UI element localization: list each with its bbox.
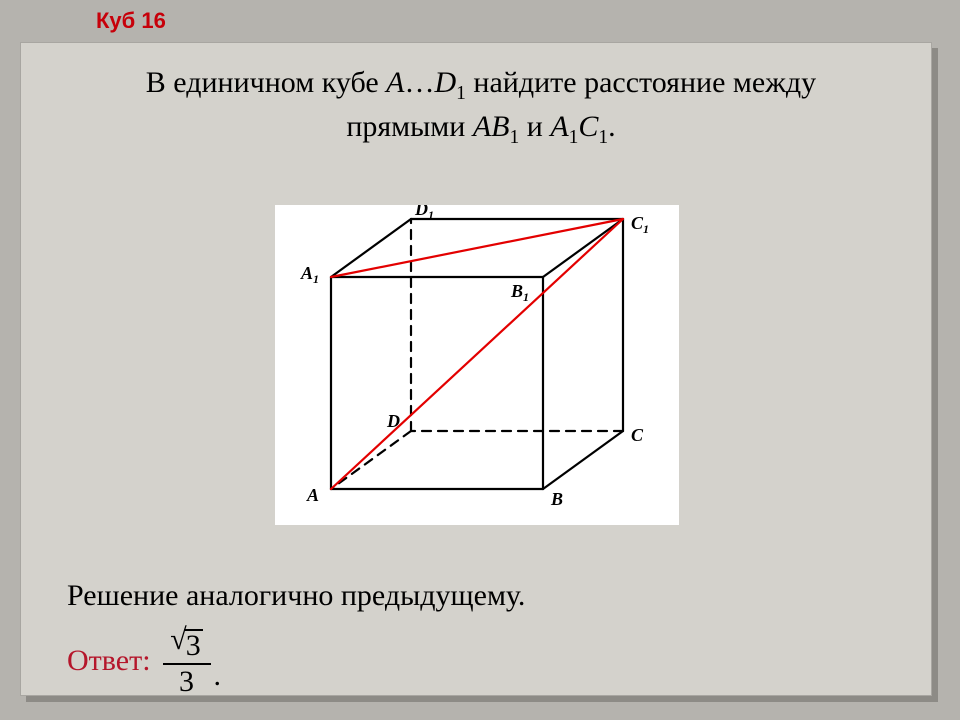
- title-text: Куб 16: [96, 8, 166, 33]
- denominator: 3: [179, 665, 194, 697]
- problem-text: В единичном кубе A…D1 найдите расстояние…: [61, 63, 901, 152]
- t: D: [434, 66, 456, 99]
- t: 1: [456, 83, 466, 104]
- t: найдите расстояние между: [466, 66, 816, 99]
- t: и: [519, 110, 550, 143]
- answer-label: Ответ:: [67, 644, 151, 678]
- svg-text:D: D: [386, 411, 400, 431]
- period: .: [214, 659, 222, 697]
- t: прямыми: [346, 110, 473, 143]
- sqrt-icon: √ 3: [170, 625, 202, 661]
- svg-text:C: C: [631, 425, 644, 445]
- cube-svg: ABCDA1B1C1D1: [275, 205, 679, 525]
- t: В единичном кубе: [146, 66, 386, 99]
- slide-container: В единичном кубе A…D1 найдите расстояние…: [20, 42, 932, 696]
- t: .: [608, 110, 616, 143]
- svg-text:A1: A1: [300, 263, 319, 286]
- radicand: 3: [184, 629, 203, 661]
- t: 1: [569, 127, 579, 148]
- t: C: [578, 110, 598, 143]
- t: 1: [598, 127, 608, 148]
- slide: В единичном кубе A…D1 найдите расстояние…: [20, 42, 932, 696]
- answer-value: √ 3 3 .: [163, 625, 222, 697]
- svg-text:B1: B1: [510, 281, 529, 304]
- answer-row: Ответ: √ 3 3 .: [67, 625, 221, 697]
- solution-text: Решение аналогично предыдущему.: [67, 579, 525, 613]
- t: A: [550, 110, 568, 143]
- cube-diagram: ABCDA1B1C1D1: [275, 205, 679, 525]
- t: 1: [510, 127, 520, 148]
- svg-text:C1: C1: [631, 213, 649, 236]
- t: …: [404, 66, 434, 99]
- slide-title: Куб 16: [96, 8, 166, 34]
- svg-text:B: B: [550, 489, 563, 509]
- t: A: [386, 66, 404, 99]
- svg-text:A: A: [306, 485, 319, 505]
- t: AB: [473, 110, 510, 143]
